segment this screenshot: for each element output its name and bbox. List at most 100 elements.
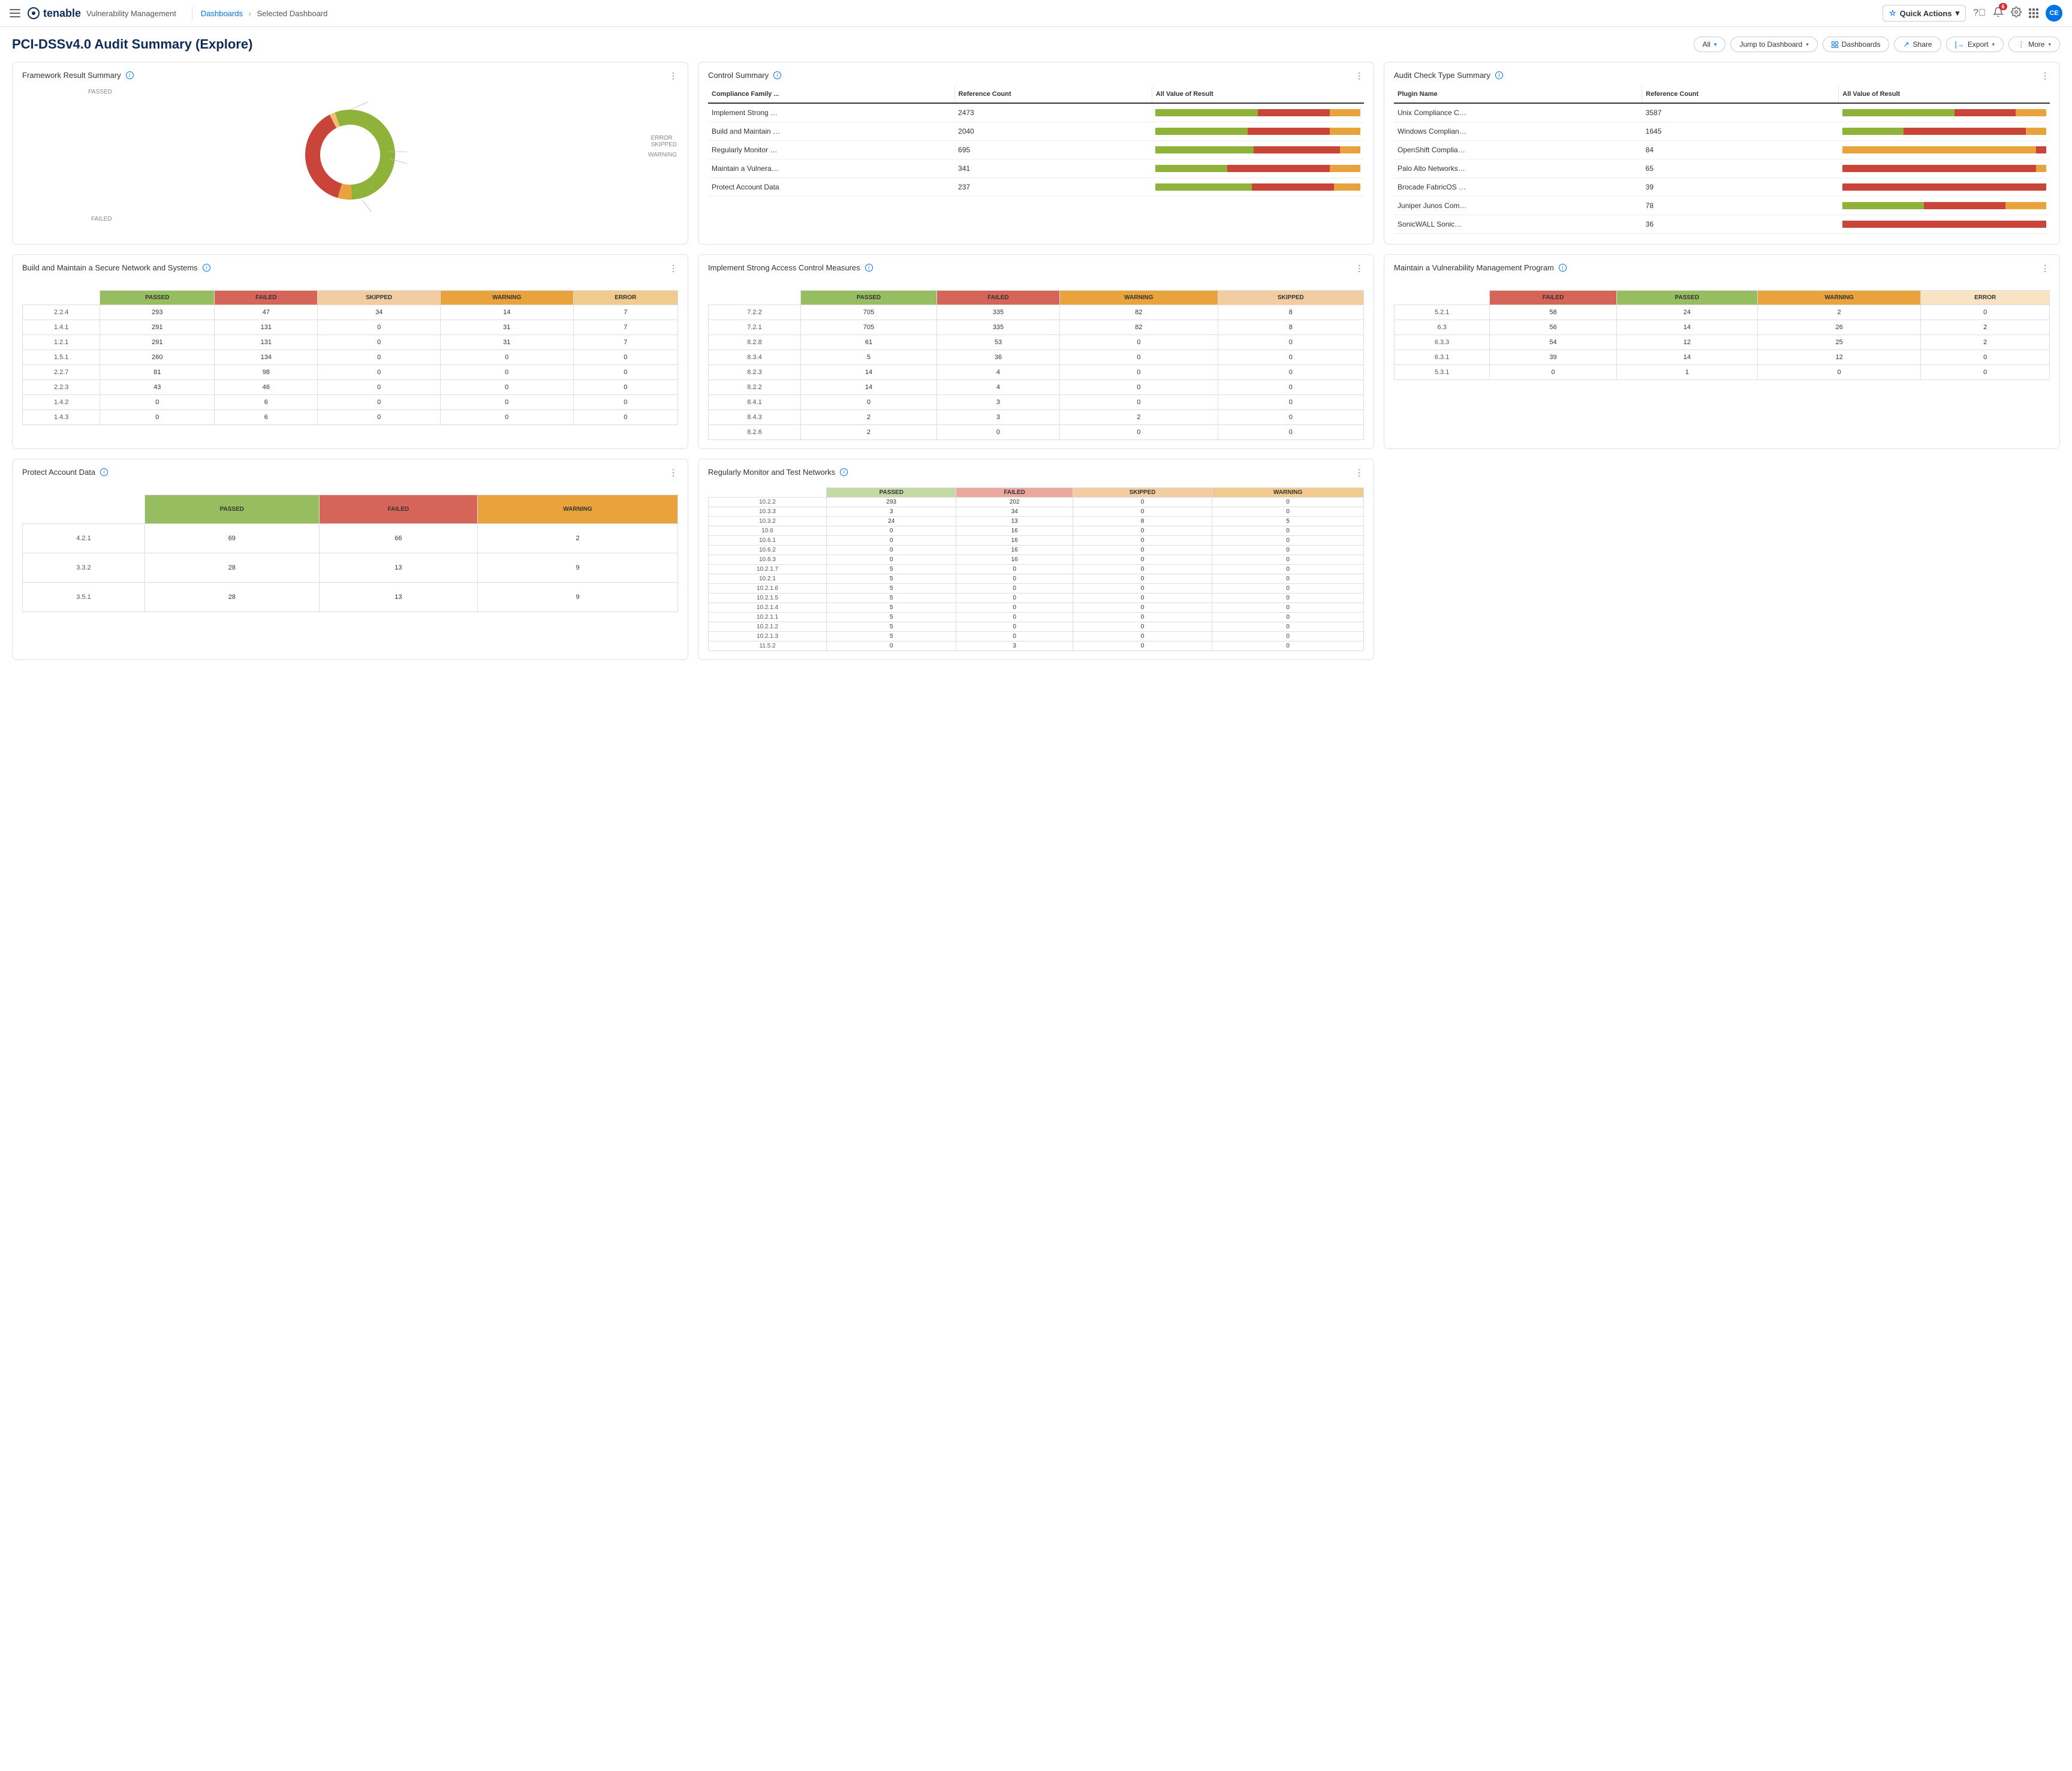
table-row[interactable]: 1.2.12911310317 (23, 335, 678, 350)
table-row[interactable]: BlueCoat ProxySG…60 (1394, 234, 2050, 236)
table-row[interactable]: 7.2.2705335828 (709, 305, 1364, 320)
share-button[interactable]: ↗Share (1894, 37, 1941, 52)
table-row[interactable]: Implement Strong …2473 (708, 103, 1364, 122)
table-row[interactable]: 10.3.333400 (709, 507, 1364, 517)
column-header[interactable]: Plugin Name (1394, 86, 1642, 103)
table-row[interactable]: 8.2.214400 (709, 380, 1364, 395)
column-header[interactable]: SKIPPED (1073, 488, 1212, 498)
table-row[interactable]: 2.2.78198000 (23, 365, 678, 380)
column-header[interactable]: PASSED (827, 488, 956, 498)
table-row[interactable]: 2.2.34346000 (23, 380, 678, 395)
table-row[interactable]: Build and Maintain …2040 (708, 122, 1364, 141)
column-header[interactable]: FAILED (956, 488, 1073, 498)
table-row[interactable]: Maintain a Vulnera…341 (708, 159, 1364, 178)
table-row[interactable]: 3.3.228139 (23, 553, 678, 583)
table-row[interactable]: 6.3.13914120 (1395, 350, 2050, 365)
table-row[interactable]: 8.2.8615300 (709, 335, 1364, 350)
table-row[interactable]: 6.3.35412252 (1395, 335, 2050, 350)
table-row[interactable]: 10.2.1.55000 (709, 594, 1364, 603)
table-row[interactable]: 1.5.1260134000 (23, 350, 678, 365)
quick-actions-button[interactable]: ☆ Quick Actions ▾ (1883, 5, 1966, 22)
column-header[interactable]: FAILED (319, 495, 477, 524)
table-row[interactable]: 1.4.12911310317 (23, 320, 678, 335)
column-header[interactable]: WARNING (478, 495, 678, 524)
table-row[interactable]: Palo Alto Networks…65 (1394, 159, 2050, 178)
info-icon[interactable]: i (100, 468, 108, 476)
column-header[interactable]: FAILED (215, 291, 318, 305)
table-row[interactable]: 8.3.453600 (709, 350, 1364, 365)
table-row[interactable]: 5.3.10100 (1395, 365, 2050, 380)
column-header[interactable]: PASSED (144, 495, 319, 524)
export-button[interactable]: [→Export▾ (1946, 37, 2004, 52)
card-menu-button[interactable]: ⋮ (1355, 468, 1364, 477)
info-icon[interactable]: i (1495, 71, 1503, 79)
column-header[interactable]: All Value of Result (1839, 86, 2050, 103)
table-row[interactable]: 10.2.1.35000 (709, 632, 1364, 641)
jump-dashboard-button[interactable]: Jump to Dashboard▾ (1730, 37, 1817, 52)
table-row[interactable]: 10.601600 (709, 526, 1364, 536)
table-row[interactable]: OpenShift Complia…84 (1394, 141, 2050, 159)
table-row[interactable]: 10.2.1.25000 (709, 622, 1364, 632)
notifications-button[interactable]: 6 (1993, 7, 2004, 20)
table-row[interactable]: 4.2.169662 (23, 524, 678, 553)
info-icon[interactable]: i (773, 71, 781, 79)
filter-all-button[interactable]: All▾ (1694, 37, 1726, 52)
column-header[interactable]: SKIPPED (318, 291, 440, 305)
column-header[interactable]: WARNING (1059, 291, 1218, 305)
column-header[interactable]: All Value of Result (1152, 86, 1364, 103)
table-row[interactable]: Regularly Monitor …695 (708, 141, 1364, 159)
card-menu-button[interactable]: ⋮ (669, 468, 678, 477)
table-row[interactable]: 10.2.1.75000 (709, 565, 1364, 574)
column-header[interactable]: PASSED (100, 291, 215, 305)
column-header[interactable]: FAILED (937, 291, 1060, 305)
table-row[interactable]: 1.4.306000 (23, 410, 678, 425)
table-row[interactable]: 8.2.62000 (709, 425, 1364, 440)
card-menu-button[interactable]: ⋮ (669, 71, 678, 80)
table-row[interactable]: Juniper Junos Com…78 (1394, 197, 2050, 215)
table-row[interactable]: 10.3.2241385 (709, 517, 1364, 526)
help-icon[interactable]: ?⃝ (1973, 8, 1986, 19)
column-header[interactable]: ERROR (1921, 291, 2050, 305)
column-header[interactable]: FAILED (1490, 291, 1617, 305)
more-button[interactable]: ⋮More▾ (2008, 37, 2060, 52)
table-row[interactable]: SonicWALL Sonic…36 (1394, 215, 2050, 234)
brand-logo[interactable]: tenable Vulnerability Management (28, 7, 176, 20)
table-row[interactable]: 10.2.229320200 (709, 498, 1364, 507)
column-header[interactable]: WARNING (1757, 291, 1921, 305)
table-row[interactable]: 10.6.101600 (709, 536, 1364, 546)
dashboards-button[interactable]: Dashboards (1823, 37, 1890, 52)
breadcrumb-link[interactable]: Dashboards (201, 9, 243, 18)
table-row[interactable]: Windows Complian…1645 (1394, 122, 2050, 141)
table-row[interactable]: 10.2.1.15000 (709, 613, 1364, 622)
table-row[interactable]: 8.4.10300 (709, 395, 1364, 410)
column-header[interactable]: WARNING (1212, 488, 1364, 498)
table-row[interactable]: 10.2.15000 (709, 574, 1364, 584)
info-icon[interactable]: i (1559, 264, 1567, 272)
card-menu-button[interactable]: ⋮ (2041, 264, 2050, 272)
apps-icon[interactable] (2029, 8, 2038, 18)
table-row[interactable]: 10.2.1.45000 (709, 603, 1364, 613)
table-row[interactable]: 8.2.314400 (709, 365, 1364, 380)
table-row[interactable]: 7.2.1705335828 (709, 320, 1364, 335)
column-header[interactable]: SKIPPED (1218, 291, 1363, 305)
info-icon[interactable]: i (203, 264, 210, 272)
info-icon[interactable]: i (840, 468, 848, 476)
menu-icon[interactable] (10, 9, 20, 17)
info-icon[interactable]: i (126, 71, 134, 79)
table-row[interactable]: 2.2.42934734147 (23, 305, 678, 320)
column-header[interactable]: WARNING (440, 291, 573, 305)
column-header[interactable]: PASSED (800, 291, 936, 305)
card-menu-button[interactable]: ⋮ (1355, 71, 1364, 80)
settings-icon[interactable] (2011, 7, 2022, 20)
table-row[interactable]: 3.5.128139 (23, 583, 678, 612)
card-menu-button[interactable]: ⋮ (1355, 264, 1364, 272)
table-row[interactable]: Protect Account Data237 (708, 178, 1364, 197)
table-row[interactable]: 6.35614262 (1395, 320, 2050, 335)
table-row[interactable]: 10.6.201600 (709, 546, 1364, 555)
user-avatar[interactable]: CE (2046, 5, 2062, 22)
card-menu-button[interactable]: ⋮ (669, 264, 678, 272)
table-row[interactable]: 10.2.1.65000 (709, 584, 1364, 594)
column-header[interactable]: ERROR (573, 291, 677, 305)
table-row[interactable]: 11.5.20300 (709, 641, 1364, 651)
table-row[interactable]: Brocade FabricOS …39 (1394, 178, 2050, 197)
